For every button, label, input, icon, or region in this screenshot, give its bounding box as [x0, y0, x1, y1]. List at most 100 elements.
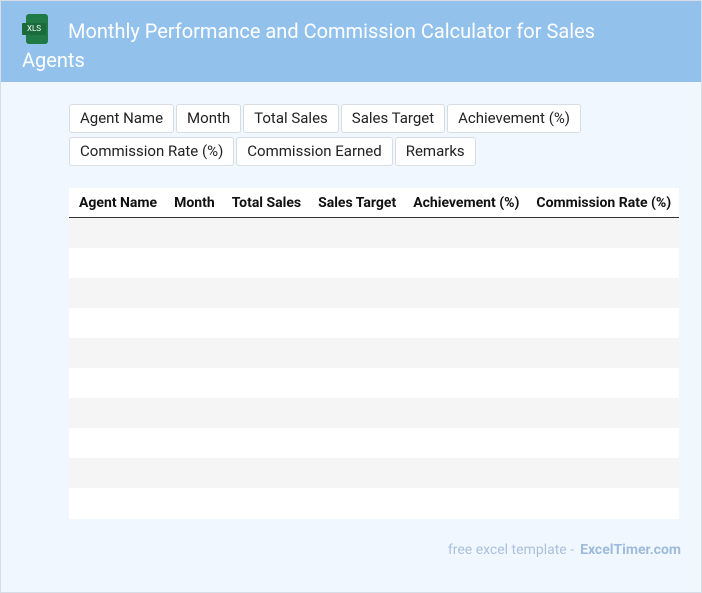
table: Agent Name Month Total Sales Sales Target Ac… — [69, 188, 679, 519]
table-cell — [69, 217, 165, 248]
field-tag: Remarks — [394, 137, 476, 166]
footer-link[interactable]: ExcelTimer.com — [580, 542, 681, 558]
table-cell — [69, 278, 165, 308]
table-cell — [308, 398, 404, 428]
table-cell — [526, 488, 678, 518]
table-cell — [164, 278, 222, 308]
table-cell — [526, 338, 679, 368]
table-cell — [678, 398, 679, 428]
title: Monthly Performance and Commission Calcu… — [22, 19, 595, 72]
table-cell — [164, 458, 222, 488]
table-cell — [403, 428, 526, 458]
table-cell — [308, 338, 404, 368]
table-cell — [164, 428, 222, 458]
table-cell — [403, 308, 526, 338]
table-cell — [164, 217, 222, 248]
table-cell — [526, 458, 679, 488]
table-cell — [403, 278, 527, 308]
field-tag: Month — [176, 104, 242, 133]
field-tags: Agent Name Month Total Sales Sales Target Ac… — [69, 104, 589, 166]
table-cell — [678, 368, 679, 398]
column-header: Month — [164, 188, 222, 218]
table-cell — [526, 398, 679, 428]
field-tag: Sales Target — [340, 104, 446, 133]
table-cell — [403, 398, 527, 428]
table-cell — [69, 488, 164, 518]
field-tag: Commission Earned — [236, 137, 393, 166]
table-row — [69, 488, 679, 518]
table-cell — [221, 458, 309, 488]
table-cell — [308, 278, 404, 308]
table-row — [69, 458, 679, 488]
table-cell — [69, 458, 165, 488]
table-row — [69, 248, 679, 278]
xls-icon: XLS — [22, 14, 50, 44]
table-cell — [308, 217, 404, 248]
table-row — [69, 428, 679, 458]
table-cell — [403, 458, 527, 488]
table-cell — [403, 217, 527, 248]
table-cell — [308, 368, 403, 398]
table-cell — [69, 368, 164, 398]
table-cell — [164, 248, 222, 278]
table-row — [69, 398, 679, 428]
column-header: Achievement (%) — [403, 188, 527, 218]
table-cell — [222, 488, 308, 518]
field-tag: Achievement (%) — [447, 104, 582, 133]
table-cell — [164, 368, 222, 398]
table-cell — [678, 278, 679, 308]
table-cell — [221, 217, 309, 248]
table-cell — [678, 217, 679, 248]
table-cell — [308, 428, 403, 458]
table-cell — [164, 488, 222, 518]
table-cell — [164, 398, 222, 428]
table-cell — [164, 308, 222, 338]
icon-label: XLS — [22, 23, 46, 35]
column-header: Total Sales — [221, 188, 309, 218]
table-cell — [526, 248, 678, 278]
table-cell — [69, 338, 165, 368]
column-header: Commission Rate (%) — [526, 188, 679, 218]
table-cell — [222, 368, 308, 398]
table-row — [69, 308, 679, 338]
table-cell — [69, 428, 164, 458]
table-cell — [221, 278, 309, 308]
table-cell — [403, 338, 527, 368]
field-tag: Agent Name — [69, 104, 175, 133]
table-cell — [221, 398, 309, 428]
table-cell — [526, 278, 679, 308]
table-cell — [308, 248, 403, 278]
table-cell — [308, 458, 404, 488]
column-header: Agent Name — [69, 188, 165, 218]
table-cell — [678, 458, 679, 488]
table-cell — [678, 308, 679, 338]
table-cell — [308, 488, 403, 518]
field-tag: Total Sales — [243, 104, 339, 133]
header-row: Agent Name Month Total Sales Sales Target Ac… — [69, 188, 679, 218]
table-cell — [403, 368, 526, 398]
table-cell — [69, 398, 165, 428]
column-header: Sales Target — [308, 188, 404, 218]
footer: free excel template - ExcelTimer.com — [448, 542, 681, 558]
field-tag: Commission Rate (%) — [69, 137, 235, 166]
table-cell — [403, 488, 526, 518]
table-cell — [678, 338, 679, 368]
table-cell — [69, 248, 164, 278]
table-cell — [164, 338, 222, 368]
table-row — [69, 338, 679, 368]
footer-text: free excel template - — [447, 542, 575, 558]
table-cell — [222, 428, 308, 458]
header: XLS Monthly Performance and Commission Ca… — [1, 1, 701, 82]
table-cell — [222, 308, 308, 338]
table-cell — [526, 308, 678, 338]
table-cell — [403, 248, 526, 278]
column-header: Commission Earned — [678, 188, 679, 218]
table-cell — [222, 248, 308, 278]
table-cell — [526, 368, 678, 398]
table-cell — [69, 308, 164, 338]
table-cell — [678, 248, 679, 278]
table-cell — [526, 428, 678, 458]
table-cell — [526, 217, 679, 248]
table-cell — [678, 428, 679, 458]
